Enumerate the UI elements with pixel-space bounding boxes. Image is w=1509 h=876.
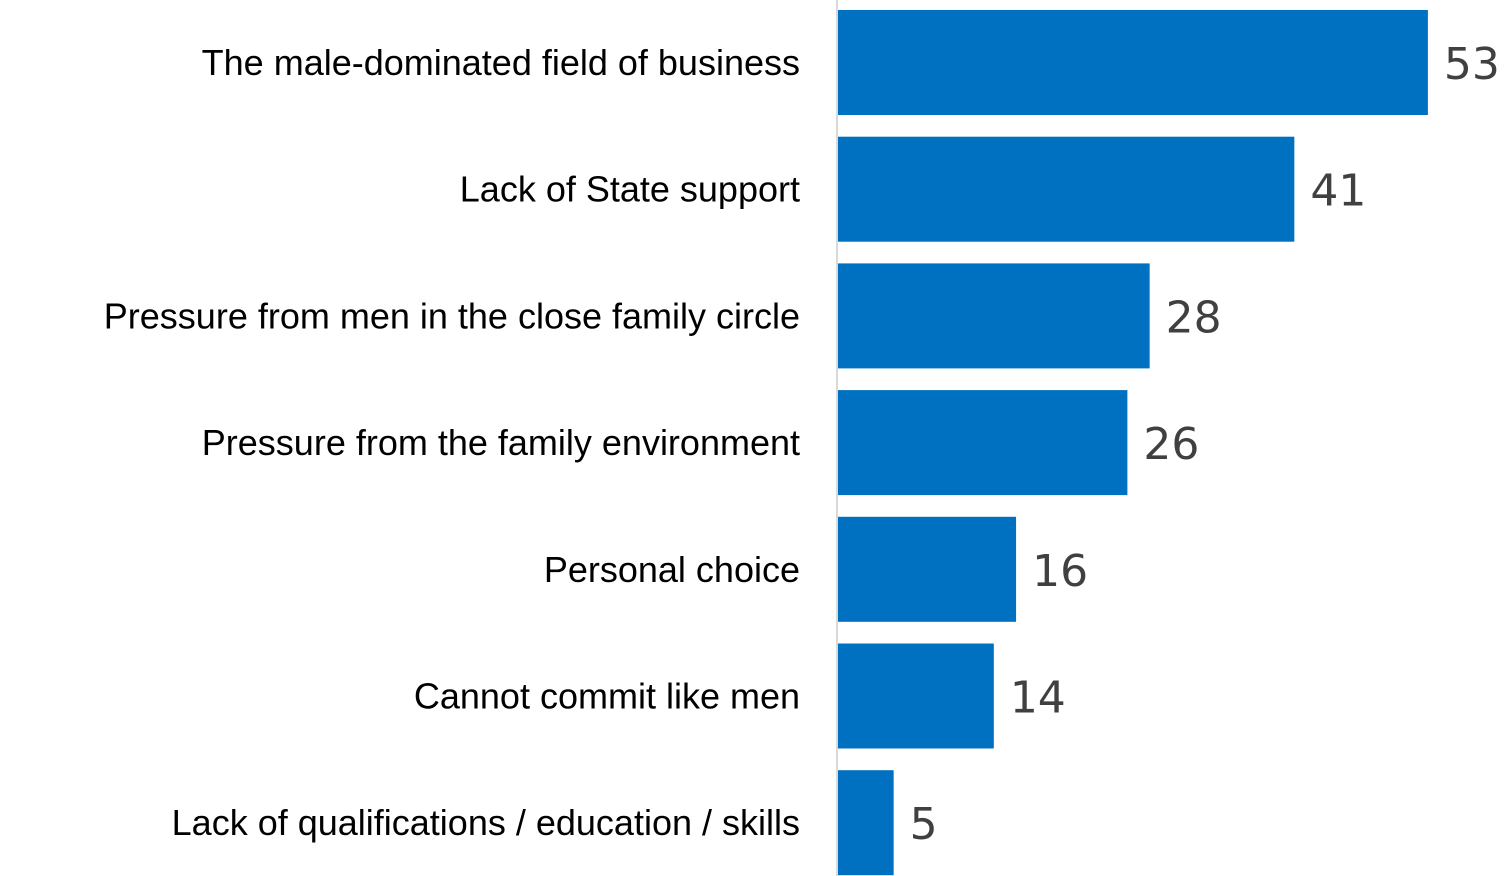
value-label-3: 26	[1143, 419, 1199, 470]
category-label-2: Pressure from men in the close family ci…	[104, 295, 800, 336]
bar-5	[838, 643, 994, 749]
value-label-1: 41	[1310, 166, 1366, 217]
value-label-6: 5	[910, 799, 938, 850]
value-label-5: 14	[1010, 673, 1066, 724]
category-label-0: The male-dominated field of business	[202, 42, 800, 83]
value-label-4: 16	[1032, 546, 1088, 597]
value-label-0: 53	[1444, 39, 1500, 90]
value-labels-group: 53 41 28 26 16 14 5	[910, 39, 1500, 850]
category-label-6: Lack of qualifications / education / ski…	[172, 802, 800, 843]
category-label-4: Personal choice	[544, 549, 800, 590]
category-label-1: Lack of State support	[460, 169, 800, 210]
value-label-2: 28	[1166, 292, 1222, 343]
category-labels-group: The male-dominated field of business Lack…	[104, 42, 800, 843]
bar-2	[838, 263, 1150, 369]
category-label-5: Cannot commit like men	[414, 676, 800, 717]
bar-4	[838, 516, 1017, 622]
bar-0	[838, 10, 1428, 115]
bar-3	[838, 390, 1128, 496]
bar-1	[838, 136, 1295, 242]
bar-6	[838, 770, 894, 876]
category-label-3: Pressure from the family environment	[202, 422, 800, 463]
bars-group	[838, 10, 1428, 876]
